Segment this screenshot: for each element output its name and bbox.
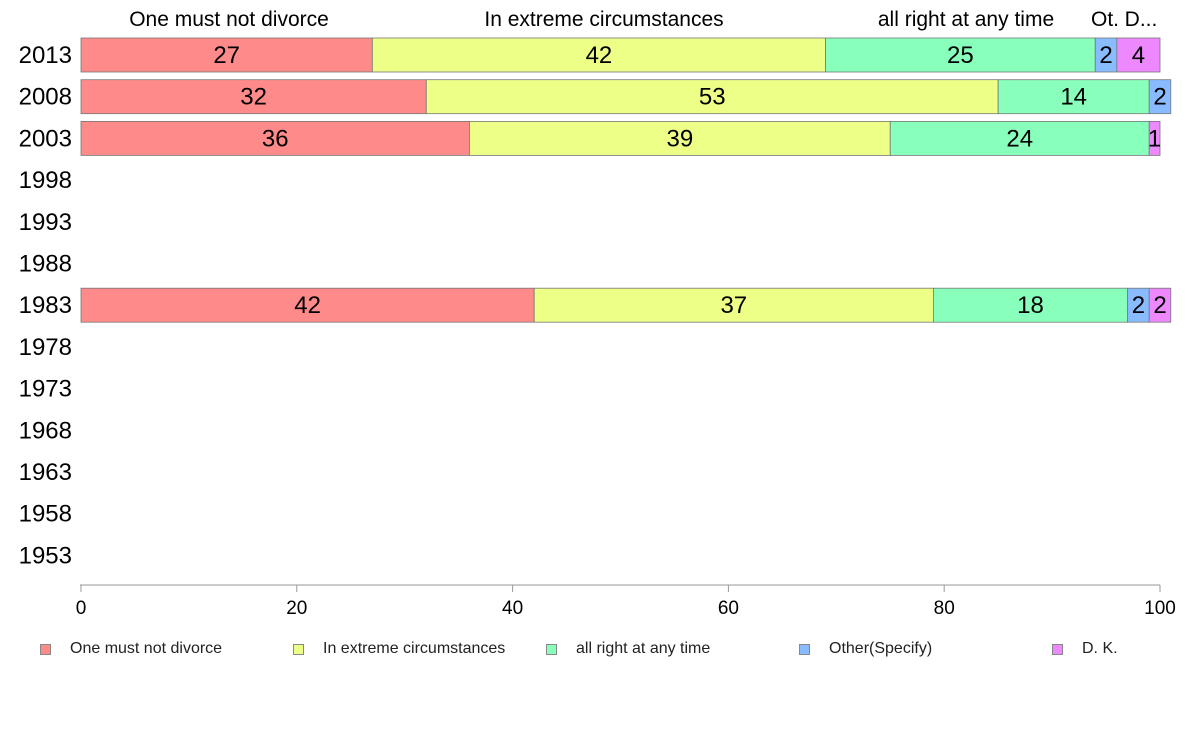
bar-segment bbox=[997, 79, 1150, 115]
chart: One must not divorce In extreme circumsta… bbox=[19, 8, 1176, 619]
bar-value-label: 2 bbox=[1153, 84, 1166, 111]
bar-value-label: 36 bbox=[262, 125, 289, 152]
bar-value-label: 14 bbox=[1060, 84, 1087, 111]
bar-value-label: 18 bbox=[1017, 292, 1044, 319]
bar-segment bbox=[80, 37, 373, 73]
legend-swatch bbox=[40, 643, 51, 655]
legend-swatch bbox=[293, 643, 304, 655]
bar-value-label: 24 bbox=[1006, 125, 1033, 152]
bar-segment bbox=[1116, 37, 1161, 73]
year-label: 1958 bbox=[19, 501, 72, 528]
x-tick-label: 0 bbox=[76, 598, 87, 619]
bar-segment bbox=[825, 37, 1096, 73]
year-label: 2008 bbox=[19, 84, 72, 111]
year-label: 2013 bbox=[19, 42, 72, 69]
x-tick-label: 80 bbox=[934, 598, 955, 619]
x-tick-label: 60 bbox=[718, 598, 739, 619]
bar-segment bbox=[371, 37, 826, 73]
top-labels: One must not divorce In extreme circumsta… bbox=[129, 8, 1157, 31]
bar-value-label: 1 bbox=[1148, 125, 1161, 152]
year-label: 1998 bbox=[19, 167, 72, 194]
bar-value-label: 4 bbox=[1132, 42, 1145, 69]
bar-value-label: 53 bbox=[699, 84, 726, 111]
bar-value-label: 42 bbox=[294, 292, 321, 319]
bar-segment bbox=[425, 79, 999, 115]
year-label: 1978 bbox=[19, 334, 72, 361]
x-axis: 0 20 40 60 80 100 bbox=[76, 584, 1176, 619]
legend-swatch bbox=[1052, 643, 1063, 655]
year-label: 1953 bbox=[19, 542, 72, 569]
legend-label: D. K. bbox=[1082, 640, 1118, 657]
year-label: 1988 bbox=[19, 251, 72, 278]
bar-value-label: 2 bbox=[1099, 42, 1112, 69]
bar-value-label: 37 bbox=[720, 292, 747, 319]
year-label: 1968 bbox=[19, 417, 72, 444]
legend-swatch bbox=[799, 643, 810, 655]
legend-item: all right at any time bbox=[546, 640, 710, 658]
legend-label: Other(Specify) bbox=[829, 640, 933, 657]
x-tick-label: 100 bbox=[1144, 598, 1176, 619]
bar-segment bbox=[1148, 79, 1172, 115]
top-label: Ot. bbox=[1091, 8, 1119, 31]
x-tick-label: 20 bbox=[286, 598, 307, 619]
x-tick-label: 40 bbox=[502, 598, 523, 619]
bar-segment bbox=[1148, 287, 1172, 323]
legend-item: Other(Specify) bbox=[799, 640, 932, 658]
bar-segment bbox=[533, 287, 934, 323]
bar-segment bbox=[80, 287, 535, 323]
year-label: 1973 bbox=[19, 376, 72, 403]
bar-segment bbox=[80, 79, 427, 115]
bar-value-label: 32 bbox=[240, 84, 267, 111]
legend-item: D. K. bbox=[1052, 640, 1118, 658]
year-label: 1963 bbox=[19, 459, 72, 486]
bar-segment bbox=[1148, 121, 1161, 156]
legend-item: In extreme circumstances bbox=[293, 640, 505, 658]
top-label: D... bbox=[1125, 8, 1158, 31]
legend: One must not divorce In extreme circumsta… bbox=[40, 640, 1160, 660]
bar-value-label: 39 bbox=[666, 125, 693, 152]
bar-segment bbox=[80, 121, 470, 156]
legend-label: In extreme circumstances bbox=[323, 640, 506, 657]
top-label: In extreme circumstances bbox=[484, 8, 723, 31]
legend-label: all right at any time bbox=[576, 640, 711, 657]
year-label: 2003 bbox=[19, 125, 72, 152]
bar-segment bbox=[469, 121, 891, 156]
bar-segment bbox=[933, 287, 1129, 323]
legend-swatch bbox=[546, 643, 557, 655]
bars: 27 42 25 2 432 53 14 236 39 24 142 37 18 2 2 bbox=[80, 37, 1172, 323]
year-labels: 2013 2008 2003 1998 1993 1988 1983 1978 1973 1968… bbox=[19, 42, 72, 569]
bar-value-label: 25 bbox=[947, 42, 974, 69]
top-label: all right at any time bbox=[878, 8, 1054, 31]
legend-item: One must not divorce bbox=[40, 640, 222, 658]
legend-label: One must not divorce bbox=[70, 640, 223, 657]
bar-value-label: 42 bbox=[586, 42, 613, 69]
year-label: 1993 bbox=[19, 209, 72, 236]
bar-segment bbox=[889, 121, 1150, 156]
bar-value-label: 2 bbox=[1132, 292, 1145, 319]
bar-value-label: 27 bbox=[213, 42, 240, 69]
top-label: One must not divorce bbox=[129, 8, 329, 31]
bar-value-label: 2 bbox=[1153, 292, 1166, 319]
year-label: 1983 bbox=[19, 292, 72, 319]
